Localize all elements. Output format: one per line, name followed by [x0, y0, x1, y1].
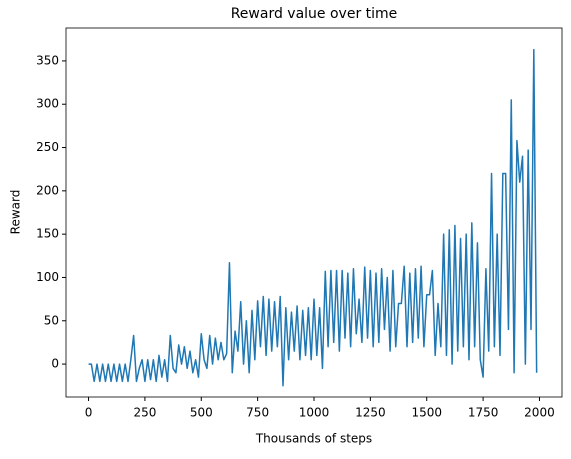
y-tick-label: 300: [36, 97, 59, 111]
y-tick-label: 100: [36, 270, 59, 284]
x-tick-label: 250: [133, 406, 156, 420]
y-tick-label: 200: [36, 183, 59, 197]
x-tick-label: 1750: [468, 406, 499, 420]
plot-frame: [65, 27, 563, 398]
x-tick-label: 1000: [299, 406, 330, 420]
x-tick-label: 1500: [411, 406, 442, 420]
x-tick-label: 750: [246, 406, 269, 420]
x-tick-label: 1250: [355, 406, 386, 420]
y-tick-label: 50: [44, 313, 59, 327]
y-tick-label: 150: [36, 227, 59, 241]
x-tick-label: 500: [190, 406, 213, 420]
y-tick-label: 350: [36, 53, 59, 67]
y-tick-label: 0: [51, 357, 59, 371]
y-tick-label: 250: [36, 140, 59, 154]
chart-title: Reward value over time: [231, 6, 398, 22]
line: [88, 48, 538, 387]
x-axis-label: Thousands of steps: [255, 432, 372, 446]
x-tick-label: 0: [85, 406, 93, 420]
y-axis-label: Reward: [9, 190, 23, 235]
x-tick-label: 2000: [524, 406, 555, 420]
